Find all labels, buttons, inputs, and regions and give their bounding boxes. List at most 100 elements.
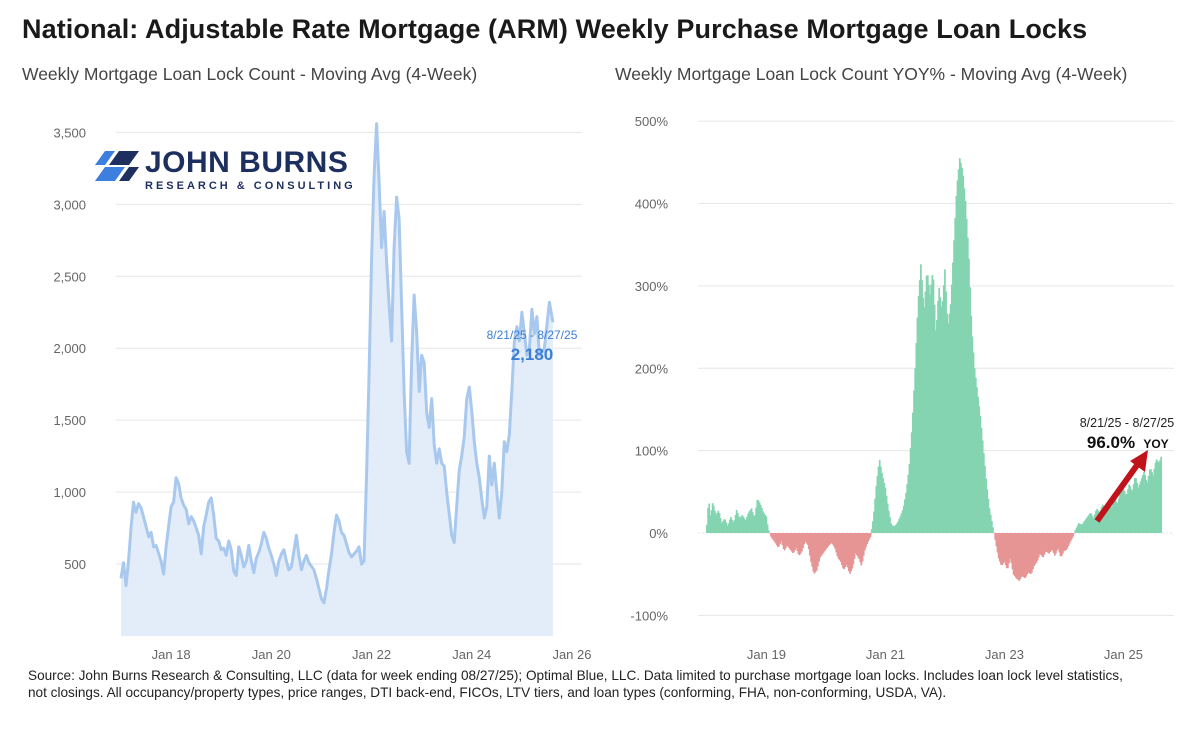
yoy-bar <box>712 505 715 534</box>
yoy-bar <box>870 529 873 534</box>
yoy-bar <box>1113 496 1116 534</box>
yoy-bar <box>1131 490 1134 534</box>
yoy-bar <box>780 533 783 542</box>
yoy-bar <box>1140 478 1143 534</box>
yoy-bar <box>887 510 890 534</box>
yoy-bar <box>964 200 967 534</box>
yoy-bar <box>998 533 1001 562</box>
yoy-bar <box>982 453 985 534</box>
right-chart: -100% 0% 100% 200% 300% 400% 500% Jan 19 Jan 21 J… <box>630 114 1174 660</box>
yoy-bar <box>760 507 763 534</box>
yoy-bar <box>720 523 723 534</box>
logo-tagline: RESEARCH & CONSULTING <box>145 180 356 192</box>
yoy-bar <box>881 472 883 534</box>
yoy-bar <box>759 504 762 534</box>
yoy-bar <box>952 262 954 534</box>
yoy-bar <box>901 510 904 534</box>
yoy-bar <box>798 533 801 556</box>
yoy-bar <box>970 315 973 534</box>
yoy-bar <box>863 533 866 551</box>
yoy-bar <box>1128 484 1131 534</box>
left-chart: 500 1,000 1,500 2,000 2,500 3,000 3,500 Jan 18 J… <box>53 118 592 660</box>
yoy-bar <box>1117 498 1120 534</box>
yoy-bar <box>955 195 958 534</box>
yoy-bar <box>910 432 913 534</box>
yoy-bar <box>1008 533 1010 564</box>
x-tick-label: Jan 20 <box>252 647 291 660</box>
yoy-bar <box>1034 533 1037 565</box>
yoy-bar <box>850 533 852 572</box>
yoy-bar <box>1028 533 1031 574</box>
yoy-bar <box>1154 462 1157 534</box>
yoy-bar <box>836 533 839 557</box>
yoy-bar <box>741 515 744 534</box>
yoy-bar <box>1076 525 1079 534</box>
yoy-bar <box>855 533 858 556</box>
yoy-bar <box>866 533 868 545</box>
yoy-bar <box>871 521 874 534</box>
callout-date-range: 8/21/25 - 8/27/25 <box>487 328 578 342</box>
yoy-bar <box>763 513 765 534</box>
yoy-bar <box>1019 533 1022 579</box>
yoy-bar <box>1124 494 1127 534</box>
yoy-bar <box>1044 533 1047 553</box>
yoy-bar <box>1153 469 1156 534</box>
yoy-bar <box>942 285 945 534</box>
yoy-bar <box>1073 533 1076 534</box>
yoy-bar <box>1061 533 1064 554</box>
yoy-bar <box>719 518 722 534</box>
yoy-bar <box>744 520 747 534</box>
yoy-bar <box>746 516 748 534</box>
yoy-bar <box>805 533 808 544</box>
yoy-bar <box>891 525 894 534</box>
yoy-bar <box>1127 489 1129 534</box>
yoy-bar <box>831 533 834 545</box>
yoy-bar <box>1060 533 1063 557</box>
yoy-bar <box>939 297 942 534</box>
yoy-bar <box>969 287 971 534</box>
yoy-bar <box>1148 469 1151 534</box>
left-chart-title: Weekly Mortgage Loan Lock Count - Moving… <box>22 64 478 84</box>
yoy-bar <box>1090 513 1093 534</box>
yoy-bar <box>828 533 831 545</box>
yoy-bar <box>857 533 859 557</box>
yoy-bar <box>1077 523 1080 534</box>
yoy-bar <box>1003 533 1006 562</box>
yoy-bar <box>961 167 963 534</box>
yoy-bar <box>844 533 847 567</box>
yoy-bar <box>1067 533 1070 546</box>
yoy-bar <box>1100 506 1103 534</box>
yoy-bar <box>815 533 818 571</box>
yoy-bar <box>1087 516 1089 534</box>
yoy-bar <box>1088 514 1090 534</box>
yoy-bar <box>860 533 863 566</box>
yoy-bar <box>958 158 961 534</box>
yoy-bar <box>914 368 917 534</box>
y-tick-label: 500% <box>635 114 669 129</box>
yoy-bar <box>731 519 733 534</box>
yoy-bar <box>736 513 739 534</box>
yoy-bar <box>1103 506 1105 534</box>
x-tick-label: Jan 26 <box>552 647 591 660</box>
yoy-bar <box>733 520 736 534</box>
yoy-bar <box>710 510 713 534</box>
yoy-bar <box>1039 533 1041 555</box>
y-tick-label: 200% <box>635 361 669 376</box>
yoy-bar <box>1147 475 1150 534</box>
yoy-bar <box>1051 533 1054 551</box>
yoy-bar <box>896 523 898 534</box>
yoy-bar <box>924 291 927 534</box>
yoy-bar <box>995 533 998 547</box>
yoy-bar <box>732 522 735 534</box>
yoy-bar <box>1151 472 1153 534</box>
yoy-bar <box>791 533 794 553</box>
y-tick-label: 3,500 <box>53 125 86 140</box>
yoy-bar <box>1023 533 1025 578</box>
yoy-bar <box>1035 533 1038 563</box>
yoy-bar <box>931 275 934 534</box>
yoy-bar <box>1015 533 1017 578</box>
yoy-bar <box>984 465 986 534</box>
yoy-bar <box>1055 533 1057 554</box>
yoy-bar <box>868 533 871 540</box>
yoy-bar <box>1083 520 1086 534</box>
